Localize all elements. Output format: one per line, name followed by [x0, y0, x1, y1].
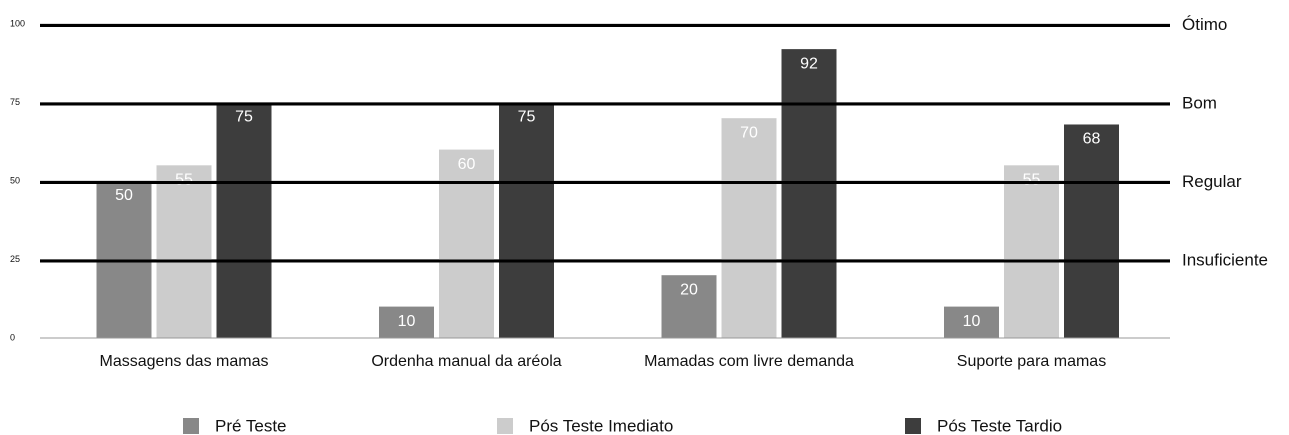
reference-label: Regular [1182, 172, 1242, 191]
reference-label: Ótimo [1182, 15, 1227, 34]
y-tick-label: 75 [10, 97, 20, 107]
value-label: 68 [1083, 131, 1101, 148]
bar [944, 306, 999, 338]
value-label: 55 [1023, 172, 1041, 189]
legend-label: Pós Teste Tardio [937, 416, 1062, 435]
x-tick-label: Massagens das mamas [100, 353, 269, 370]
reference-label: Bom [1182, 93, 1217, 112]
legend-swatch [183, 418, 199, 434]
bar [1064, 124, 1119, 338]
legend-label: Pós Teste Imediato [529, 416, 673, 435]
bar [499, 102, 554, 338]
bar [156, 165, 212, 338]
bar [781, 49, 837, 339]
x-tick-label: Suporte para mamas [957, 353, 1106, 370]
reference-label: Insuficiente [1182, 250, 1268, 269]
bar [661, 275, 717, 338]
bar [721, 118, 777, 338]
y-tick-label: 100 [10, 18, 25, 28]
x-tick-label: Ordenha manual da aréola [371, 353, 561, 370]
legend-swatch [497, 418, 513, 434]
value-label: 20 [680, 281, 698, 298]
value-label: 10 [963, 313, 981, 330]
bar [439, 149, 494, 338]
value-label: 10 [398, 313, 416, 330]
legend-swatch [905, 418, 921, 434]
x-tick-label: Mamadas com livre demanda [644, 353, 854, 370]
value-label: 60 [458, 156, 476, 173]
value-label: 92 [800, 55, 818, 72]
y-tick-label: 0 [10, 332, 15, 342]
legend-label: Pré Teste [215, 416, 287, 435]
value-label: 55 [175, 172, 193, 189]
value-label: 50 [115, 187, 133, 204]
y-tick-label: 50 [10, 175, 20, 185]
value-label: 70 [740, 124, 758, 141]
y-tick-label: 25 [10, 254, 20, 264]
value-label: 75 [235, 109, 253, 126]
bar [379, 306, 434, 338]
value-label: 75 [518, 109, 536, 126]
bar [216, 102, 272, 338]
bar [1004, 165, 1059, 338]
